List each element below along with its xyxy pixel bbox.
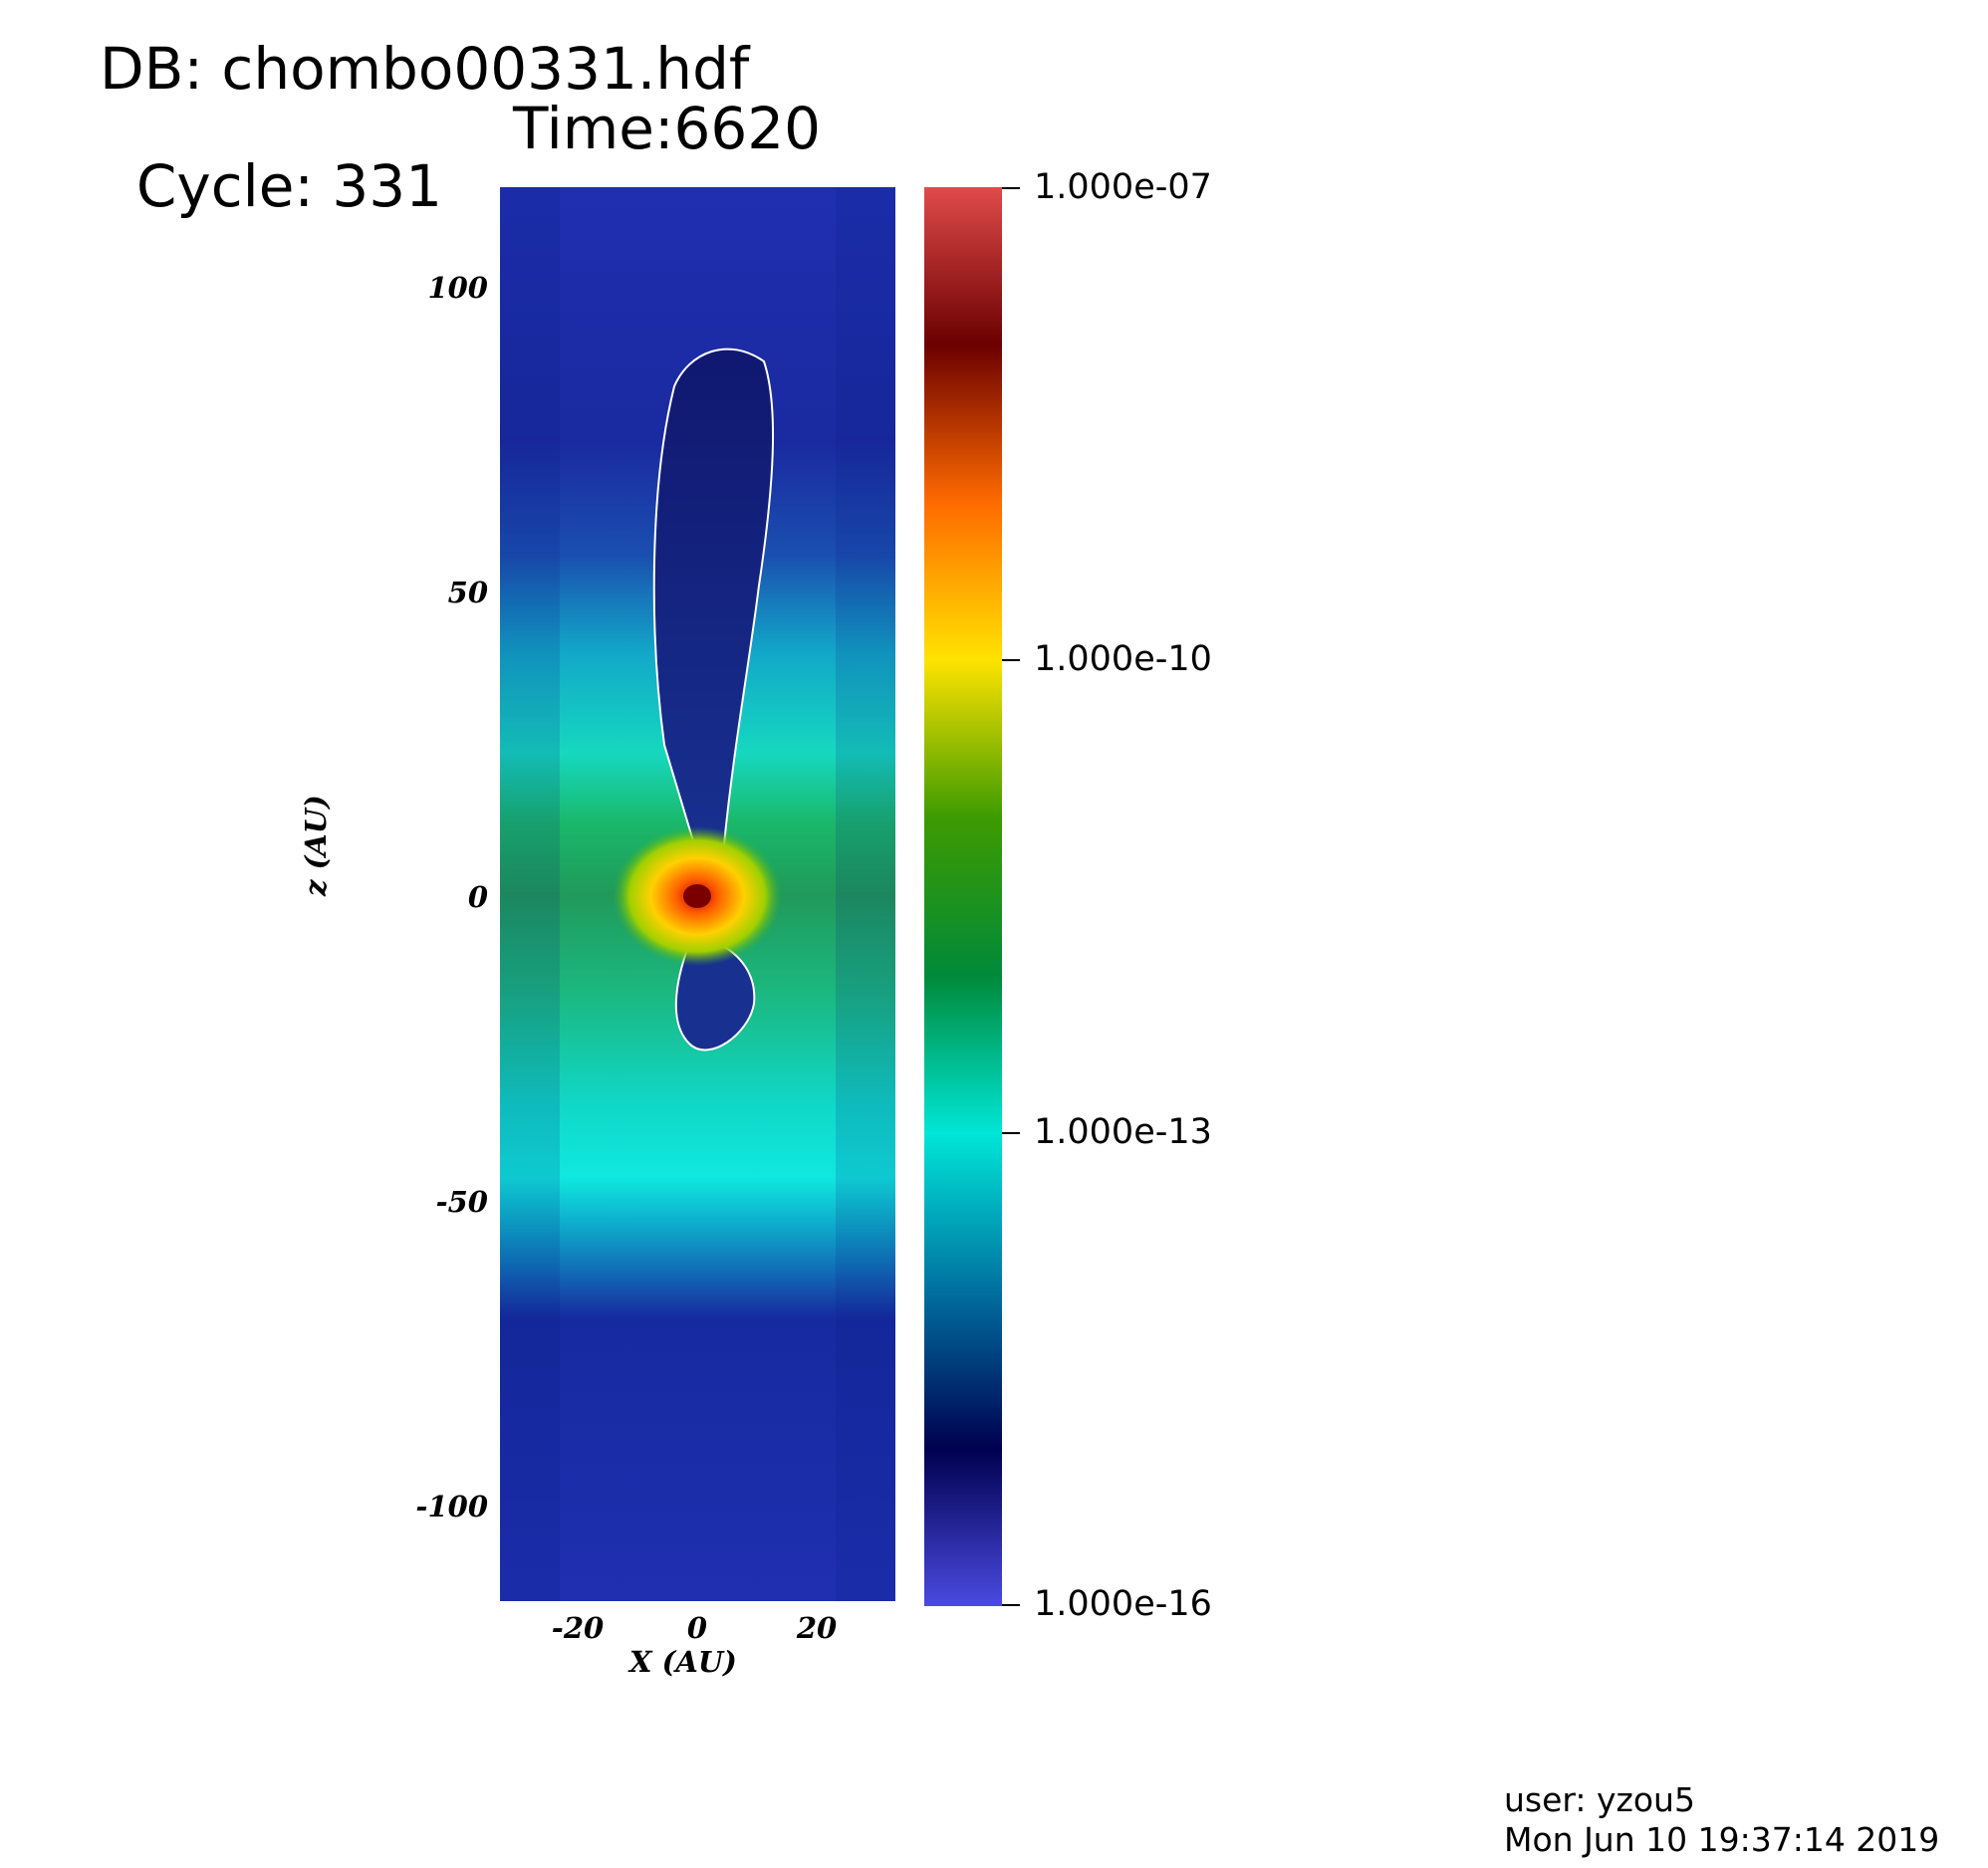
cycle-label: Cycle: 331	[135, 152, 443, 220]
y-tick-label: -100	[415, 1490, 488, 1523]
colorbar-tick	[1002, 187, 1020, 189]
density-slice-plot	[500, 187, 895, 1601]
cycle-time-line: Cycle: 331 Time:6620	[100, 100, 821, 273]
colorbar-tick	[1002, 1604, 1020, 1606]
y-tick-label: 50	[447, 576, 488, 609]
x-tick-label: -20	[551, 1611, 605, 1645]
density-slice-image	[500, 187, 895, 1601]
colorbar-label: 1.000e-07	[1034, 167, 1212, 207]
colorbar-tick	[1002, 1132, 1020, 1134]
user-label: user: yzou5	[1504, 1780, 1695, 1819]
colorbar-label: 1.000e-16	[1034, 1584, 1212, 1624]
y-tick-label: 100	[427, 271, 488, 305]
colorbar-label: 1.000e-13	[1034, 1112, 1212, 1152]
x-axis-title: X (AU)	[629, 1645, 737, 1679]
y-tick-label: -50	[435, 1185, 488, 1219]
x-tick-label: 0	[686, 1611, 708, 1645]
y-axis-title: z (AU)	[299, 795, 333, 896]
y-tick-label: 0	[467, 880, 488, 914]
colorbar	[924, 187, 1002, 1606]
x-tick-label: 20	[796, 1611, 838, 1645]
colorbar-tick	[1002, 659, 1020, 661]
colorbar-label: 1.000e-10	[1034, 639, 1212, 679]
time-label: Time:6620	[513, 95, 822, 162]
timestamp-label: Mon Jun 10 19:37:14 2019	[1504, 1820, 1940, 1859]
database-title: DB: chombo00331.hdf	[100, 35, 750, 103]
